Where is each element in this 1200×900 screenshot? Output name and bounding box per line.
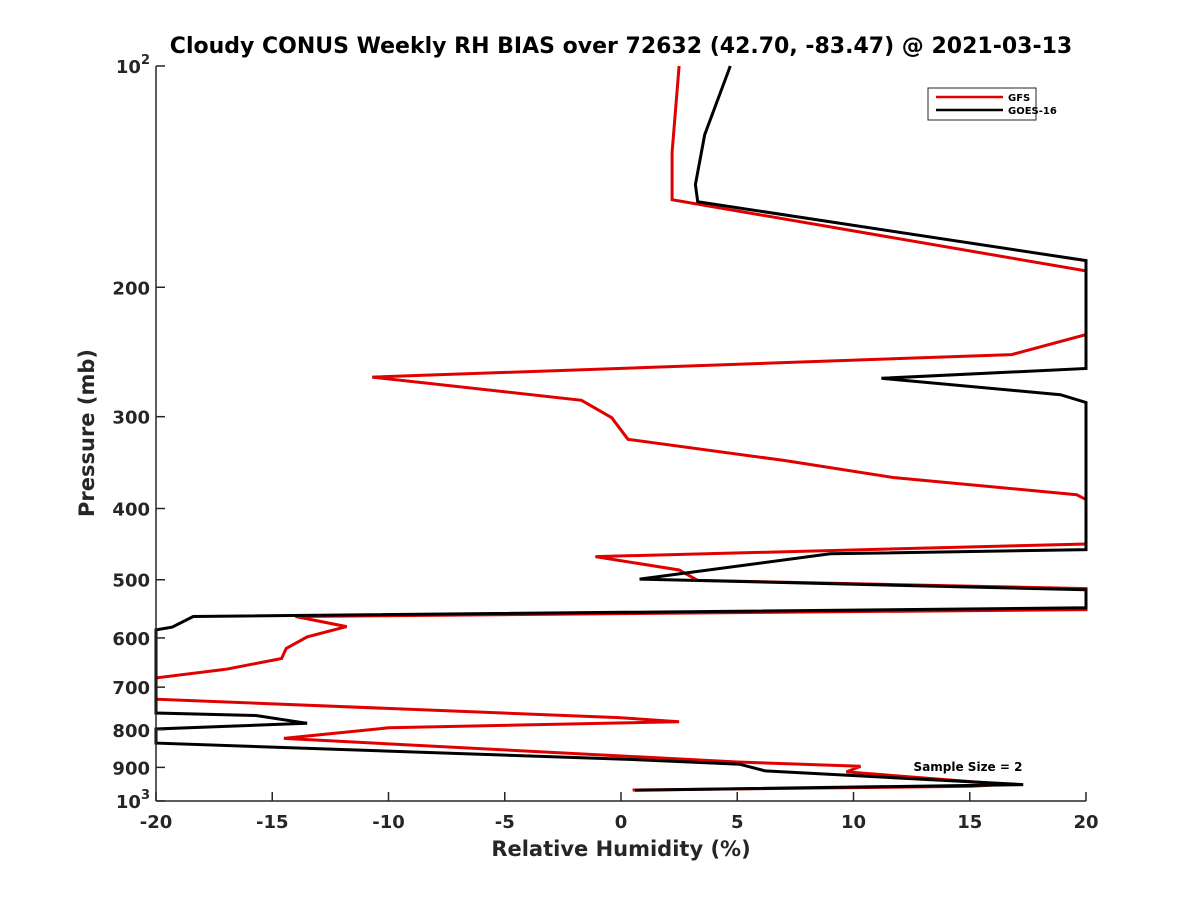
y-ticks: 102 200 300 400 500 600 700 800 900 103 — [112, 53, 165, 813]
y-tick-label: 500 — [112, 571, 150, 592]
x-tick-label: -5 — [495, 812, 515, 833]
x-tick-label: -20 — [140, 812, 173, 833]
series-line-goes16 — [154, 65, 1088, 792]
y-tick-label: 200 — [112, 278, 150, 299]
x-tick-label: 20 — [1073, 812, 1098, 833]
x-tick-label: 10 — [841, 812, 866, 833]
x-axis-label: Relative Humidity (%) — [491, 837, 750, 861]
x-tick-label: -10 — [372, 812, 405, 833]
legend-label-gfs: GFS — [1008, 93, 1030, 104]
y-tick-label: 800 — [112, 721, 150, 742]
series-line-gfs — [154, 65, 1088, 792]
axes — [155, 66, 1086, 802]
legend: GFS GOES-16 — [927, 87, 1057, 121]
y-tick-label: 600 — [112, 629, 150, 650]
x-tick-label: 15 — [957, 812, 982, 833]
series-layer — [154, 65, 1088, 792]
legend-label-goes16: GOES-16 — [1008, 106, 1057, 117]
x-tick-label: -15 — [256, 812, 289, 833]
x-tick-label: 5 — [731, 812, 744, 833]
y-tick-label: 102 — [116, 53, 150, 78]
y-tick-label: 300 — [112, 408, 150, 429]
x-tick-label: 0 — [615, 812, 628, 833]
y-axis-label: Pressure (mb) — [75, 349, 99, 517]
sample-size-annotation: Sample Size = 2 — [914, 760, 1023, 774]
y-tick-label: 103 — [116, 788, 150, 813]
chart-title: Cloudy CONUS Weekly RH BIAS over 72632 (… — [170, 34, 1072, 59]
y-tick-label: 700 — [112, 678, 150, 699]
legend-box — [927, 87, 1037, 121]
y-tick-label: 400 — [112, 500, 150, 521]
x-ticks: -20 -15 -10 -5 0 5 10 15 20 — [140, 792, 1099, 833]
y-tick-label: 900 — [112, 758, 150, 779]
